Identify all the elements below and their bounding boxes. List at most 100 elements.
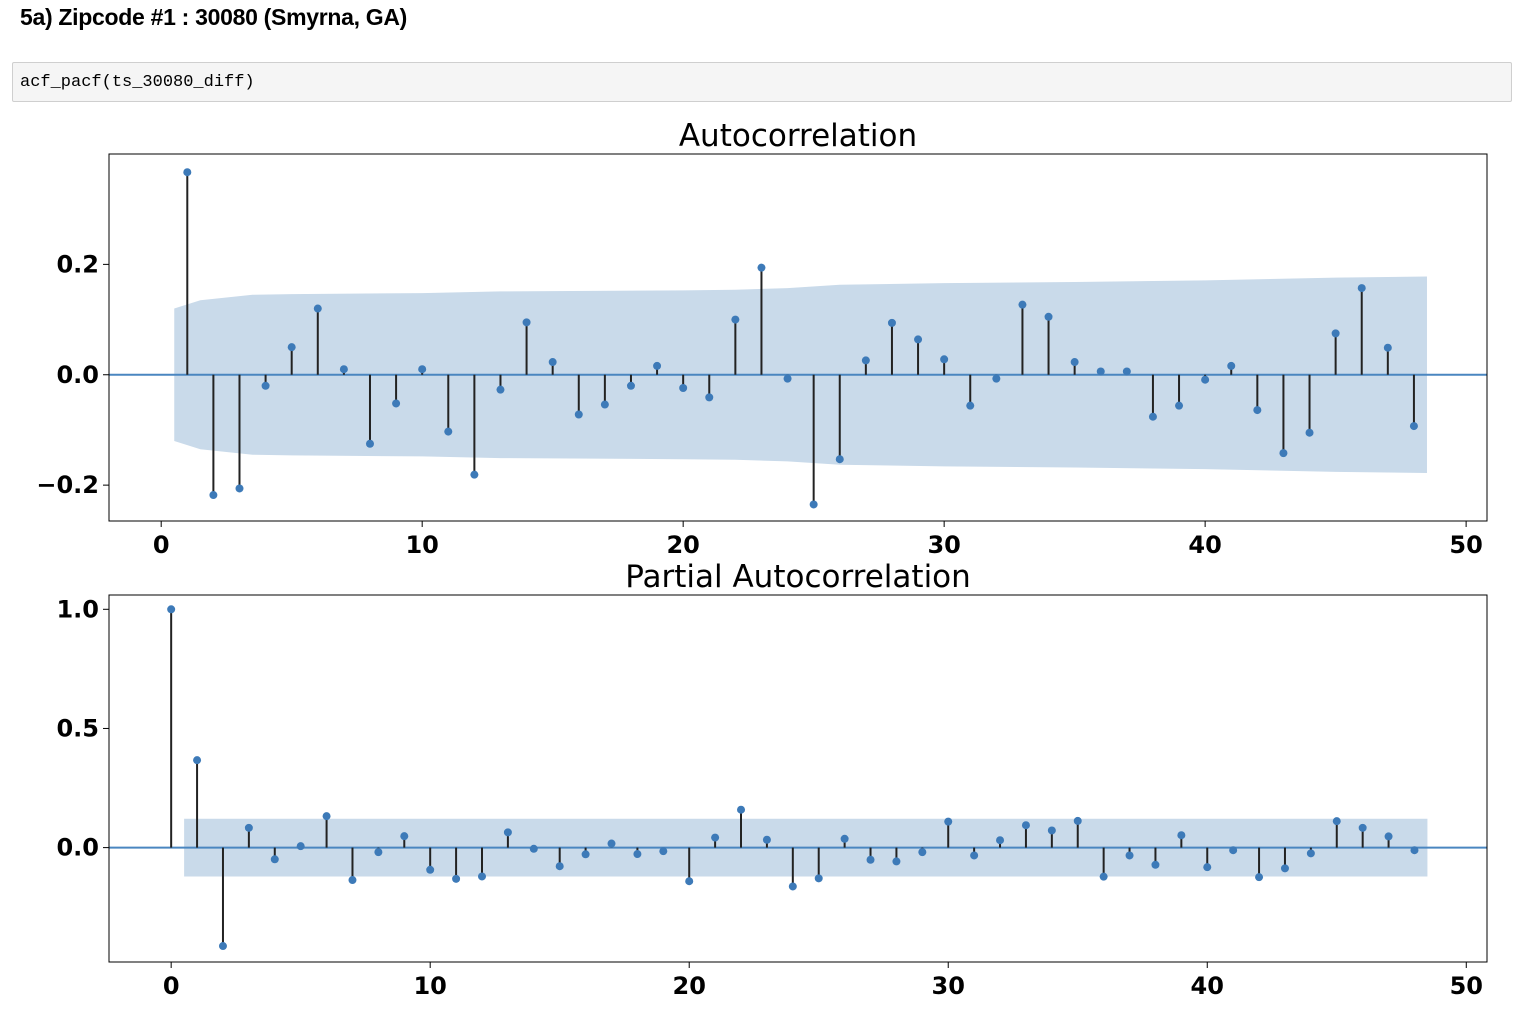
stem-marker <box>1305 428 1314 437</box>
stem-marker <box>757 263 766 272</box>
stem-marker <box>296 842 305 851</box>
x-tick-label: 50 <box>1450 972 1483 1000</box>
stem-marker <box>914 335 923 344</box>
stem-marker <box>426 865 435 874</box>
x-tick-label: 20 <box>666 531 699 559</box>
stem-marker <box>313 304 322 313</box>
stem-marker <box>1044 312 1053 321</box>
x-tick-label: 10 <box>405 531 438 559</box>
x-tick-label: 30 <box>927 531 960 559</box>
stem-marker <box>866 855 875 864</box>
stem-marker <box>574 410 583 419</box>
x-tick-label: 30 <box>932 972 965 1000</box>
stem-marker <box>209 491 218 500</box>
stem-marker <box>633 850 642 859</box>
stem-marker <box>711 833 720 842</box>
stem-marker <box>940 355 949 364</box>
stem-marker <box>503 828 512 837</box>
stem-marker <box>1331 329 1340 338</box>
stem-marker <box>1148 412 1157 421</box>
stem-marker <box>1253 406 1262 415</box>
stem-marker <box>731 315 740 324</box>
stem-marker <box>339 365 348 374</box>
stem-marker <box>244 823 253 832</box>
stem-marker <box>218 942 227 951</box>
stem-marker <box>626 381 635 390</box>
stem-marker <box>1175 401 1184 410</box>
stem-marker <box>270 855 279 864</box>
stem-marker <box>1021 821 1030 830</box>
stem-marker <box>183 168 192 177</box>
y-tick-label: 0.0 <box>56 834 99 862</box>
stem-marker <box>1280 864 1289 873</box>
stem-marker <box>1384 832 1393 841</box>
stem-marker <box>1201 375 1210 384</box>
stem-marker <box>374 848 383 857</box>
stem-marker <box>1125 851 1134 860</box>
stem-marker <box>365 439 374 448</box>
code-cell[interactable]: acf_pacf(ts_30080_diff) <box>12 62 1512 102</box>
y-tick-label: 0.2 <box>56 250 99 278</box>
stem-marker <box>581 850 590 859</box>
chart-title: Autocorrelation <box>679 118 917 154</box>
stem-marker <box>814 874 823 883</box>
stem-marker <box>685 877 694 886</box>
stem-marker <box>548 358 557 367</box>
stem-marker <box>167 605 176 614</box>
stem-marker <box>1073 816 1082 825</box>
stem-marker <box>261 381 270 390</box>
stem-marker <box>529 844 538 853</box>
x-tick-label: 0 <box>163 972 180 1000</box>
stem-marker <box>193 756 202 765</box>
stem-marker <box>944 817 953 826</box>
chart-title: Partial Autocorrelation <box>625 559 971 595</box>
acf-chart: Autocorrelation 0 10 20 30 40 50 −0.2 0.0 0.2 <box>36 118 1488 559</box>
stem-marker <box>418 365 427 374</box>
stem-marker <box>1279 449 1288 458</box>
stem-marker <box>477 872 486 881</box>
x-tick-label: 40 <box>1191 972 1224 1000</box>
x-tick-label: 0 <box>153 531 170 559</box>
stem-marker <box>1227 361 1236 370</box>
y-tick-label: 0.5 <box>56 714 99 742</box>
stem-marker <box>287 343 296 352</box>
code-text: acf_pacf(ts_30080_diff) <box>20 73 255 92</box>
stem-marker <box>1177 831 1186 840</box>
stem-marker <box>452 874 461 883</box>
axes-frame <box>108 594 1488 963</box>
stem-marker <box>1229 846 1238 855</box>
stem-marker <box>783 374 792 383</box>
pacf-chart: Partial Autocorrelation 0 10 20 30 40 50 0.0 0.5… <box>56 559 1488 1000</box>
stem-marker <box>1357 284 1366 293</box>
stem-marker <box>392 399 401 408</box>
stem-marker <box>970 851 979 860</box>
plot-area <box>109 605 1487 951</box>
stem-marker <box>522 318 531 327</box>
stem-marker <box>659 847 668 856</box>
stem-marker <box>470 470 479 479</box>
stem-marker <box>1255 873 1264 882</box>
stem-marker <box>918 848 927 857</box>
x-tick-label: 20 <box>673 972 706 1000</box>
stem-marker <box>607 839 616 848</box>
y-tick-label: −0.2 <box>36 471 99 499</box>
stem-marker <box>600 400 609 409</box>
stem-marker <box>835 455 844 464</box>
stem-marker <box>1018 300 1027 309</box>
stem-marker <box>705 393 714 402</box>
stem-marker <box>809 500 818 509</box>
axes-frame <box>108 153 1488 522</box>
section-heading: 5a) Zipcode #1 : 30080 (Smyrna, GA) <box>20 4 408 30</box>
stem-marker <box>1070 358 1079 367</box>
stem-marker <box>1096 367 1105 376</box>
stem-marker <box>992 374 1001 383</box>
stem-marker <box>1409 422 1418 431</box>
stem-marker <box>788 882 797 891</box>
stem-marker <box>444 427 453 436</box>
stem-marker <box>966 401 975 410</box>
acf-pacf-figure: Autocorrelation 0 10 20 30 40 50 −0.2 0.0 0.2 Par… <box>36 118 1488 1000</box>
stem-marker <box>892 857 901 866</box>
stem-marker <box>322 812 331 821</box>
stem-marker <box>400 832 409 841</box>
y-tick-label: 1.0 <box>56 595 99 623</box>
